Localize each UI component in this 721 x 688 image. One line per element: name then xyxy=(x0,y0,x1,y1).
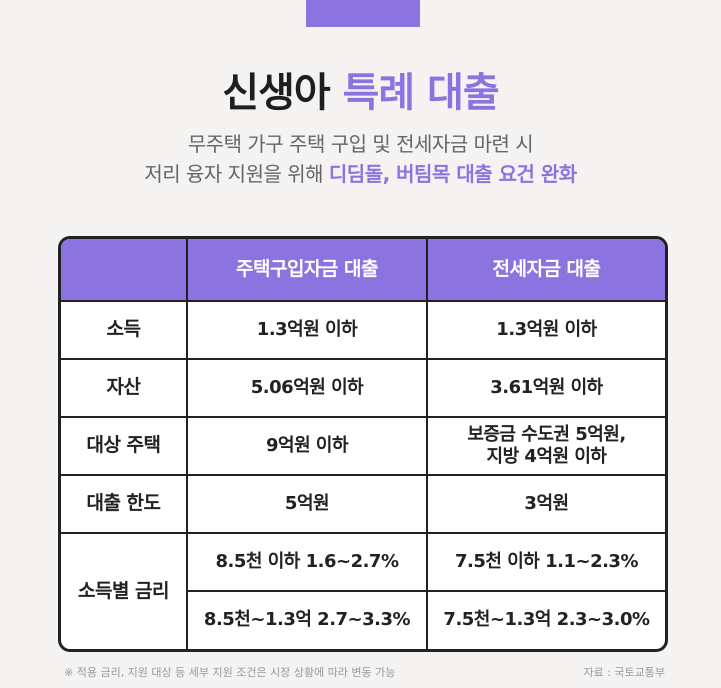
rate-purchase-low: 8.5천 이하 1.6~2.7% xyxy=(188,534,428,592)
rate-jeonse-high: 7.5천~1.3억 2.3~3.0% xyxy=(443,609,650,631)
subtitle-line-1: 무주택 가구 주택 구입 및 전세자금 마련 시 xyxy=(187,132,534,156)
header-empty xyxy=(61,239,188,302)
rate-jeonse-low: 7.5천 이하 1.1~2.3% xyxy=(428,534,665,592)
limit-purchase: 5억원 xyxy=(188,476,428,534)
subtitle-accent: 디딤돌, 버팀목 대출 요건 완화 xyxy=(328,162,577,186)
row-label-target-housing: 대상 주택 xyxy=(61,418,188,476)
page-title: 신생아 특례 대출 xyxy=(0,60,721,118)
row-label-loan-limit: 대출 한도 xyxy=(61,476,188,534)
subtitle-line-2: 저리 융자 지원을 위해 디딤돌, 버팀목 대출 요건 완화 xyxy=(0,158,721,187)
assets-purchase: 5.06억원 이하 xyxy=(188,360,428,418)
housing-jeonse: 보증금 수도권 5억원, 지방 4억원 이하 xyxy=(428,418,665,476)
row-label-income: 소득 xyxy=(61,302,188,360)
limit-jeonse: 3억원 xyxy=(428,476,665,534)
loan-comparison-table: 주택구입자금 대출 전세자금 대출 소득 1.3억원 이하 1.3억원 이하 자… xyxy=(58,236,668,652)
housing-purchase: 9억원 이하 xyxy=(188,418,428,476)
title-main: 신생아 xyxy=(222,70,343,116)
footnote: ※ 적용 금리, 지원 대상 등 세부 지원 조건은 시장 상황에 따라 변동 … xyxy=(64,666,396,679)
top-accent-tab xyxy=(306,0,420,27)
row-label-rate: 소득별 금리 xyxy=(61,534,188,649)
subtitle-plain: 저리 융자 지원을 위해 xyxy=(144,162,329,186)
row-label-assets: 자산 xyxy=(61,360,188,418)
header-purchase-loan: 주택구입자금 대출 xyxy=(188,239,428,302)
income-purchase: 1.3억원 이하 xyxy=(188,302,428,360)
rate-purchase-high: 8.5천~1.3억 2.7~3.3% xyxy=(188,592,428,649)
title-accent: 특례 대출 xyxy=(342,70,500,116)
income-jeonse: 1.3억원 이하 xyxy=(428,302,665,360)
assets-jeonse: 3.61억원 이하 xyxy=(428,360,665,418)
header-jeonse-loan: 전세자금 대출 xyxy=(428,239,665,302)
source-credit: 자료 : 국토교통부 xyxy=(583,666,665,679)
